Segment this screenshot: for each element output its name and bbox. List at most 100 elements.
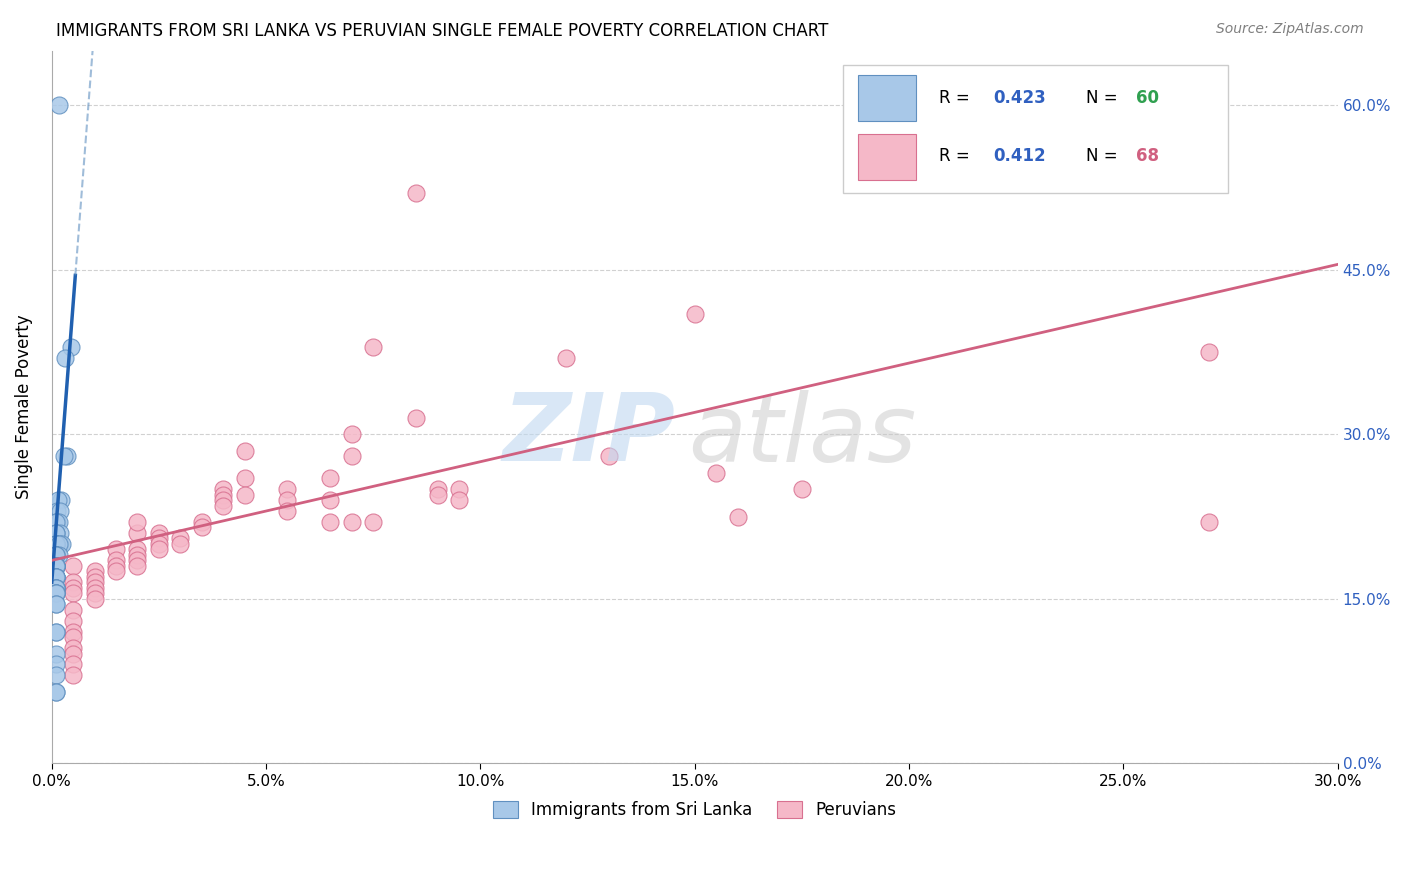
Point	[45, 586, 67, 600]
Point	[55, 449, 77, 463]
Point	[45, 668, 67, 682]
Point	[62, 581, 84, 595]
Point	[212, 482, 235, 496]
Point	[45, 570, 67, 584]
Point	[45, 624, 67, 639]
Point	[1198, 345, 1220, 359]
Point	[45, 515, 67, 529]
Point	[45, 570, 67, 584]
Point	[127, 558, 149, 573]
Point	[45, 548, 67, 562]
Point	[45, 537, 67, 551]
Point	[405, 186, 427, 201]
Point	[83, 591, 105, 606]
Point	[340, 515, 363, 529]
Point	[105, 564, 128, 578]
Point	[48, 98, 70, 112]
Point	[169, 532, 191, 546]
Point	[45, 558, 67, 573]
Point	[148, 525, 170, 540]
Point	[45, 586, 67, 600]
Text: atlas: atlas	[689, 390, 917, 481]
Point	[212, 487, 235, 501]
Point	[45, 537, 67, 551]
Point	[62, 624, 84, 639]
Point	[340, 449, 363, 463]
Point	[62, 575, 84, 590]
Text: ZIP: ZIP	[502, 390, 675, 482]
Point	[405, 410, 427, 425]
Point	[45, 548, 67, 562]
Point	[45, 525, 67, 540]
Point	[62, 614, 84, 628]
Point	[45, 504, 67, 518]
Point	[45, 558, 67, 573]
Point	[727, 509, 749, 524]
Point	[361, 515, 384, 529]
Point	[51, 493, 73, 508]
Point	[45, 685, 67, 699]
Y-axis label: Single Female Poverty: Single Female Poverty	[15, 315, 32, 500]
Point	[45, 558, 67, 573]
Point	[683, 307, 706, 321]
Point	[45, 597, 67, 611]
Point	[62, 558, 84, 573]
Point	[1198, 515, 1220, 529]
Point	[233, 487, 256, 501]
Point	[127, 553, 149, 567]
Point	[62, 657, 84, 672]
Point	[53, 351, 76, 365]
Point	[148, 542, 170, 557]
Point	[48, 515, 70, 529]
Point	[276, 482, 298, 496]
Point	[105, 542, 128, 557]
Point	[45, 570, 67, 584]
Point	[62, 602, 84, 616]
Point	[45, 581, 67, 595]
Point	[48, 548, 70, 562]
Point	[60, 340, 83, 354]
Point	[598, 449, 620, 463]
Point	[45, 537, 67, 551]
Point	[83, 581, 105, 595]
Point	[45, 525, 67, 540]
Text: IMMIGRANTS FROM SRI LANKA VS PERUVIAN SINGLE FEMALE POVERTY CORRELATION CHART: IMMIGRANTS FROM SRI LANKA VS PERUVIAN SI…	[56, 22, 828, 40]
Point	[319, 493, 342, 508]
Point	[447, 482, 470, 496]
Point	[83, 586, 105, 600]
Point	[62, 641, 84, 656]
Point	[447, 493, 470, 508]
Point	[45, 685, 67, 699]
Point	[276, 493, 298, 508]
Point	[52, 449, 75, 463]
Point	[45, 647, 67, 661]
Point	[45, 657, 67, 672]
Point	[212, 493, 235, 508]
Point	[49, 525, 72, 540]
Point	[45, 558, 67, 573]
Point	[45, 586, 67, 600]
Point	[62, 586, 84, 600]
Point	[51, 537, 73, 551]
Point	[105, 558, 128, 573]
Point	[45, 558, 67, 573]
Point	[45, 548, 67, 562]
Point	[426, 482, 449, 496]
Point	[45, 558, 67, 573]
Point	[105, 553, 128, 567]
Point	[361, 340, 384, 354]
Point	[45, 570, 67, 584]
Point	[233, 471, 256, 485]
Point	[148, 532, 170, 546]
Point	[45, 515, 67, 529]
Point	[319, 515, 342, 529]
Point	[319, 471, 342, 485]
Point	[127, 515, 149, 529]
Point	[45, 548, 67, 562]
Point	[233, 443, 256, 458]
Point	[276, 504, 298, 518]
Point	[555, 351, 578, 365]
Point	[127, 525, 149, 540]
Point	[45, 548, 67, 562]
Point	[148, 537, 170, 551]
